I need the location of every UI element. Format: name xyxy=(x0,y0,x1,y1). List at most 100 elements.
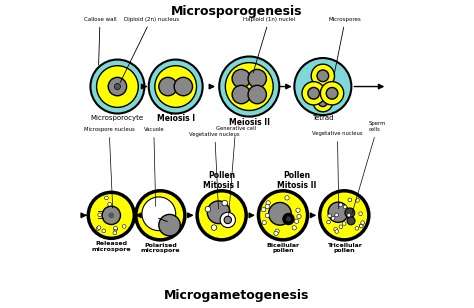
Text: Haploid (1n) nuclei: Haploid (1n) nuclei xyxy=(243,17,295,73)
Circle shape xyxy=(262,221,266,225)
Circle shape xyxy=(136,191,185,240)
Circle shape xyxy=(232,69,250,88)
Circle shape xyxy=(97,226,101,229)
Circle shape xyxy=(331,217,335,220)
Text: Tricellular
pollen: Tricellular pollen xyxy=(327,243,362,253)
Text: Vegetative nucleus: Vegetative nucleus xyxy=(312,131,363,209)
Text: Microsporogenesis: Microsporogenesis xyxy=(171,5,303,18)
Circle shape xyxy=(275,229,279,233)
Circle shape xyxy=(335,230,338,233)
Circle shape xyxy=(296,208,300,212)
Circle shape xyxy=(308,87,319,99)
Circle shape xyxy=(122,225,126,228)
Text: Generative cell: Generative cell xyxy=(216,126,255,216)
Circle shape xyxy=(313,92,333,112)
Circle shape xyxy=(359,224,363,228)
Circle shape xyxy=(211,225,217,230)
Text: Sperm
cells: Sperm cells xyxy=(352,121,386,214)
Circle shape xyxy=(97,66,138,107)
Circle shape xyxy=(355,226,359,230)
Text: Meiosis I: Meiosis I xyxy=(156,114,195,123)
Circle shape xyxy=(155,66,197,107)
Circle shape xyxy=(317,70,328,82)
Circle shape xyxy=(348,198,352,202)
Circle shape xyxy=(294,219,299,223)
Text: Pollen
Mitosis II: Pollen Mitosis II xyxy=(277,171,317,189)
Circle shape xyxy=(297,214,301,219)
Circle shape xyxy=(232,85,250,104)
Circle shape xyxy=(114,83,120,90)
Circle shape xyxy=(345,208,355,218)
Circle shape xyxy=(205,206,210,212)
Text: Pollen
Mitosis I: Pollen Mitosis I xyxy=(203,171,240,189)
Circle shape xyxy=(283,213,294,225)
Circle shape xyxy=(88,192,134,238)
Circle shape xyxy=(222,200,228,206)
Circle shape xyxy=(224,216,231,224)
Text: Callose wall: Callose wall xyxy=(84,17,116,65)
Circle shape xyxy=(269,202,291,225)
Circle shape xyxy=(285,216,292,222)
Circle shape xyxy=(339,225,343,229)
Circle shape xyxy=(174,77,192,96)
Text: Diploid (2n) nucleus: Diploid (2n) nucleus xyxy=(120,17,179,83)
Circle shape xyxy=(285,196,289,200)
Circle shape xyxy=(225,63,273,111)
Circle shape xyxy=(347,213,351,217)
Circle shape xyxy=(265,204,269,209)
Circle shape xyxy=(328,214,331,217)
Circle shape xyxy=(159,77,177,96)
Circle shape xyxy=(262,208,266,212)
Circle shape xyxy=(326,87,338,99)
Circle shape xyxy=(219,56,279,117)
Text: Released
microspore: Released microspore xyxy=(91,241,131,252)
Circle shape xyxy=(328,202,348,222)
Circle shape xyxy=(265,213,270,218)
Text: Polarised
microspore: Polarised microspore xyxy=(140,243,180,253)
Circle shape xyxy=(339,203,342,207)
Text: Tetrad: Tetrad xyxy=(312,115,334,121)
Circle shape xyxy=(359,224,363,228)
Circle shape xyxy=(114,226,117,230)
Circle shape xyxy=(91,59,145,114)
Text: Microgametogenesis: Microgametogenesis xyxy=(164,289,310,302)
Text: Microspores: Microspores xyxy=(329,17,362,75)
Circle shape xyxy=(108,77,127,96)
Circle shape xyxy=(207,201,230,224)
Circle shape xyxy=(320,191,369,240)
Circle shape xyxy=(274,231,278,236)
Circle shape xyxy=(343,205,347,209)
Circle shape xyxy=(114,227,118,231)
Circle shape xyxy=(149,59,203,114)
Text: Microspore nucleus: Microspore nucleus xyxy=(84,127,135,208)
Circle shape xyxy=(294,58,351,115)
Circle shape xyxy=(105,196,108,200)
Circle shape xyxy=(113,231,117,235)
Circle shape xyxy=(96,227,100,230)
Circle shape xyxy=(142,197,176,231)
Circle shape xyxy=(318,97,328,107)
Circle shape xyxy=(361,221,365,225)
Circle shape xyxy=(248,69,266,88)
Circle shape xyxy=(220,212,236,228)
Circle shape xyxy=(258,191,308,240)
Text: Vacuole: Vacuole xyxy=(144,127,164,206)
Circle shape xyxy=(359,212,363,216)
Circle shape xyxy=(320,82,344,105)
Circle shape xyxy=(109,213,114,218)
Circle shape xyxy=(102,229,106,233)
Circle shape xyxy=(102,206,120,225)
Circle shape xyxy=(98,213,101,217)
Circle shape xyxy=(335,213,338,217)
Circle shape xyxy=(197,191,246,240)
Circle shape xyxy=(159,214,180,236)
Circle shape xyxy=(347,217,355,225)
Text: Meiosis II: Meiosis II xyxy=(229,118,270,127)
Circle shape xyxy=(292,226,296,230)
Circle shape xyxy=(302,82,325,105)
Circle shape xyxy=(108,202,111,206)
Text: Microsporocyte: Microsporocyte xyxy=(91,115,144,121)
Circle shape xyxy=(327,220,330,224)
Circle shape xyxy=(311,64,335,87)
Circle shape xyxy=(334,228,337,231)
